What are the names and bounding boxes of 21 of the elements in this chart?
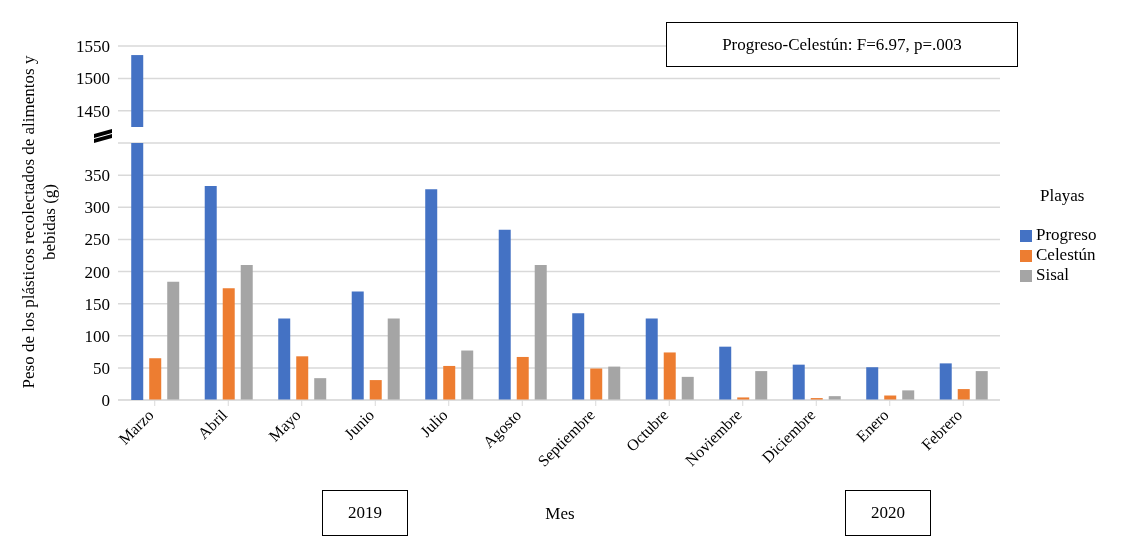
- y-tick-label: 1450: [76, 101, 110, 121]
- y-tick-label: 150: [84, 294, 110, 314]
- note-box: Progreso-Celestún: F=6.97, p=.003: [666, 22, 1018, 67]
- y-tick-label: 100: [84, 326, 110, 346]
- y-axis-title: Peso de los plásticos recolectados de alimentos y bebidas (g): [19, 55, 59, 389]
- x-tick-label: Julio: [416, 406, 451, 441]
- y-tick-label: 250: [84, 230, 110, 250]
- y-tick-label: 1500: [76, 69, 110, 89]
- y-tick-label: 1550: [76, 37, 110, 57]
- note-box: 2020: [845, 490, 931, 536]
- x-axis-title: Mes: [544, 504, 576, 524]
- legend-title: Playas: [1040, 186, 1085, 206]
- y-tick-label: 0: [101, 391, 110, 411]
- legend-label: Sisal: [1036, 265, 1070, 284]
- legend-label: Celestún: [1036, 245, 1096, 264]
- y-tick-label: 300: [84, 198, 110, 218]
- legend-label: Progreso: [1036, 225, 1097, 244]
- y-tick-label: 200: [84, 262, 110, 282]
- y-tick-label: 50: [93, 358, 110, 378]
- note-box: 2019: [322, 490, 408, 536]
- y-tick-label: 350: [84, 166, 110, 186]
